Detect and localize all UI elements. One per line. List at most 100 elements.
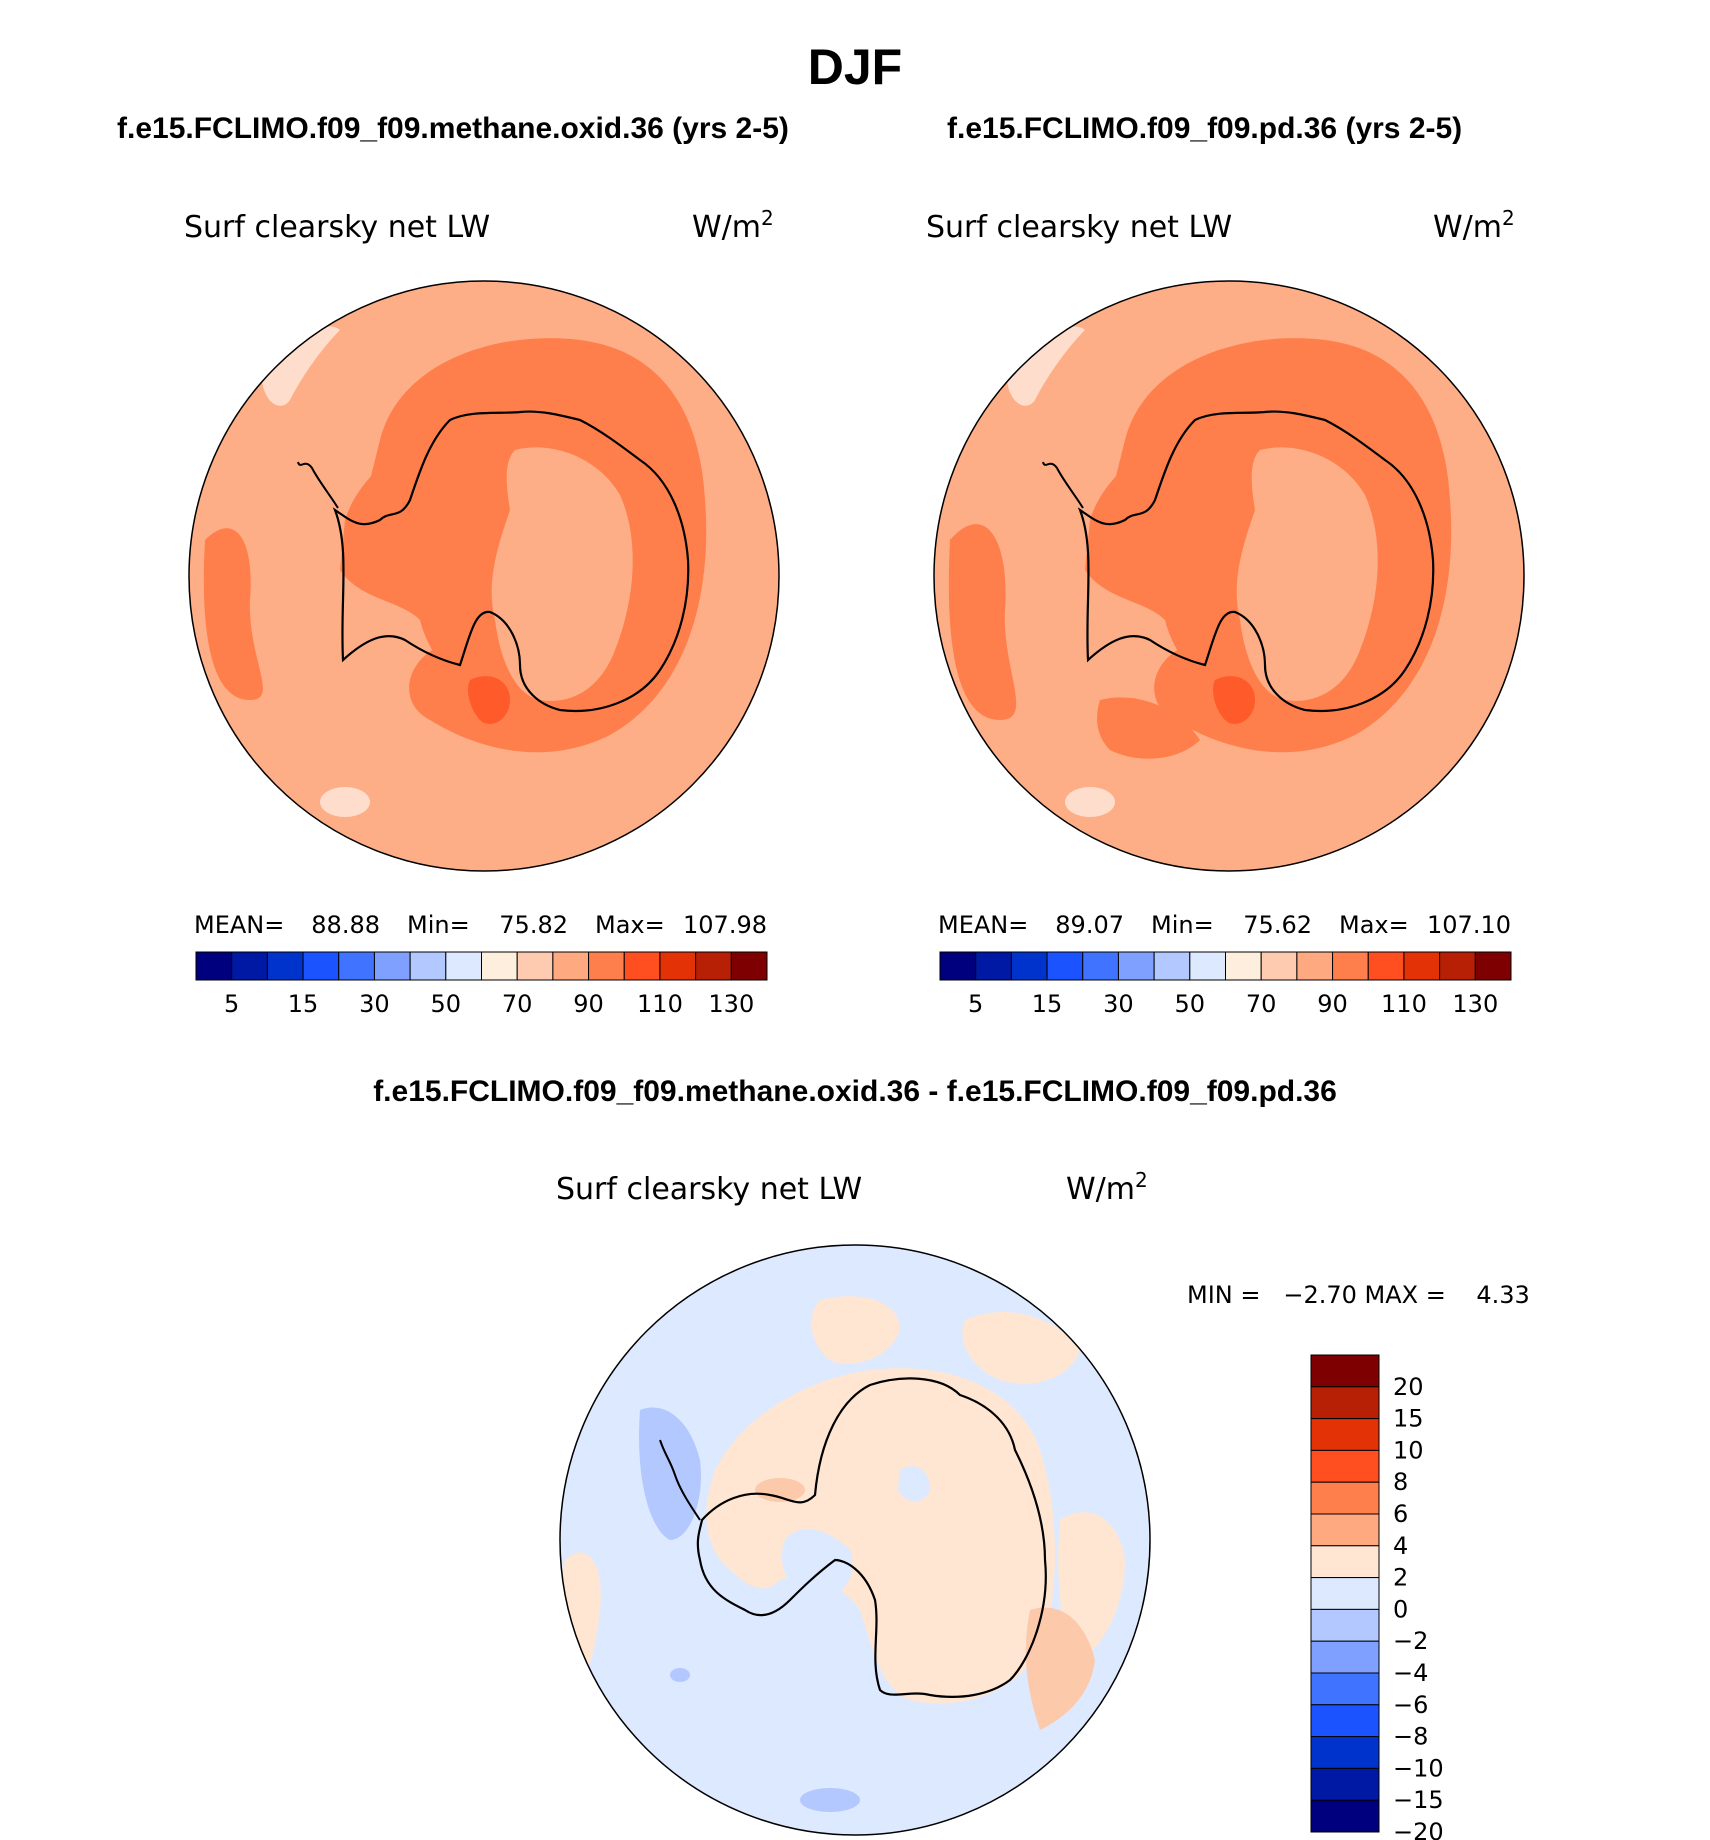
colorbar-swatch <box>695 951 732 981</box>
colorbar-tick-label: 130 <box>708 990 754 1018</box>
colorbar-swatch <box>1310 1418 1380 1451</box>
colorbar-swatch <box>1310 1481 1380 1515</box>
panel-1-colorbar-labels: 5 15 30 50 70 90 110 130 <box>224 990 754 1018</box>
colorbar-swatch <box>1367 951 1405 981</box>
colorbar-swatch <box>1310 1449 1380 1483</box>
panel-2-min-label: Min= <box>1151 911 1214 939</box>
colorbar-swatch <box>516 951 554 981</box>
panel-1-max-label: Max= <box>595 911 665 939</box>
colorbar-swatch <box>1117 951 1155 981</box>
figure-title: DJF <box>807 39 903 95</box>
colorbar-swatch <box>338 951 375 981</box>
colorbar-swatch <box>481 951 518 981</box>
colorbar-swatch <box>231 951 268 981</box>
colorbar-tick-label: 110 <box>637 990 683 1018</box>
panel-1-variable-label: Surf clearsky net LW <box>184 210 490 245</box>
colorbar-swatch <box>1082 951 1119 981</box>
colorbar-tick-label: 15 <box>288 990 319 1018</box>
panel-1-min-label: Min= <box>407 911 470 939</box>
colorbar-tick-label: −6 <box>1393 1691 1428 1719</box>
panel-1-units-label: W/m2 <box>692 206 774 245</box>
colorbar-swatch <box>445 951 482 981</box>
colorbar-tick-label: 2 <box>1393 1564 1408 1592</box>
colorbar-swatch <box>1310 1672 1380 1706</box>
panel-2-max-value: 107.10 <box>1427 911 1511 939</box>
colorbar-tick-label: 15 <box>1393 1405 1424 1433</box>
colorbar-tick-label: 130 <box>1452 990 1498 1018</box>
colorbar-tick-label: 8 <box>1393 1468 1408 1496</box>
panel-1-mean-label: MEAN= <box>194 911 284 939</box>
panel-1-case-title: f.e15.FCLIMO.f09_f09.methane.oxid.36 (yr… <box>117 112 789 145</box>
diff-variable-label: Surf clearsky net LW <box>556 1172 862 1207</box>
colorbar-swatch <box>195 951 233 981</box>
colorbar-swatch <box>1260 951 1298 981</box>
colorbar-swatch <box>939 951 977 981</box>
colorbar-tick-label: 90 <box>573 990 604 1018</box>
colorbar-swatch <box>588 951 625 981</box>
colorbar-swatch <box>1153 951 1191 981</box>
diff-map <box>560 1245 1150 1835</box>
colorbar-swatch <box>409 951 447 981</box>
colorbar-swatch <box>1310 1386 1380 1420</box>
colorbar-tick-label: −8 <box>1393 1723 1428 1751</box>
colorbar-tick-label: 5 <box>224 990 239 1018</box>
panel-1-min-value: 75.82 <box>499 911 568 939</box>
colorbar-swatch <box>1310 1767 1380 1801</box>
diff-colorbar <box>1310 1354 1380 1833</box>
colorbar-tick-label: 30 <box>359 990 390 1018</box>
colorbar-tick-label: 4 <box>1393 1532 1408 1560</box>
panel-2-mean-value: 89.07 <box>1055 911 1124 939</box>
colorbar-tick-label: 70 <box>502 990 533 1018</box>
colorbar-swatch <box>552 951 590 981</box>
diff-title: f.e15.FCLIMO.f09_f09.methane.oxid.36 - f… <box>373 1075 1337 1108</box>
colorbar-tick-label: −2 <box>1393 1627 1428 1655</box>
diff-units-label: W/m2 <box>1066 1168 1148 1207</box>
colorbar-tick-label: 6 <box>1393 1500 1408 1528</box>
colorbar-swatch <box>1296 951 1334 981</box>
panel-1-mean-value: 88.88 <box>311 911 380 939</box>
colorbar-tick-label: 30 <box>1103 990 1134 1018</box>
colorbar-swatch <box>1310 1354 1380 1388</box>
colorbar-swatch <box>1310 1736 1380 1769</box>
colorbar-tick-label: 0 <box>1393 1595 1408 1623</box>
colorbar-swatch <box>730 951 768 981</box>
colorbar-swatch <box>1010 951 1048 981</box>
colorbar-swatch <box>1474 951 1512 981</box>
colorbar-tick-label: 50 <box>1175 990 1206 1018</box>
colorbar-swatch <box>1310 1577 1380 1610</box>
panel-2-min-value: 75.62 <box>1243 911 1312 939</box>
colorbar-swatch <box>373 951 411 981</box>
panel-2-units-label: W/m2 <box>1433 206 1515 245</box>
colorbar-swatch <box>302 951 340 981</box>
colorbar-swatch <box>1310 1799 1380 1833</box>
panel-2-max-label: Max= <box>1339 911 1409 939</box>
colorbar-swatch <box>975 951 1012 981</box>
diff-minmax-label: MIN = −2.70 MAX = 4.33 <box>1187 1281 1530 1309</box>
colorbar-swatch <box>1189 951 1226 981</box>
colorbar-swatch <box>1310 1608 1380 1642</box>
panel-2-variable-label: Surf clearsky net LW <box>926 210 1232 245</box>
colorbar-tick-label: 20 <box>1393 1373 1424 1401</box>
panel-2-case-title: f.e15.FCLIMO.f09_f09.pd.36 (yrs 2-5) <box>947 112 1463 145</box>
panel-2-colorbar-labels: 5 15 30 50 70 90 110 130 <box>968 990 1498 1018</box>
colorbar-swatch <box>1310 1513 1380 1547</box>
colorbar-swatch <box>1046 951 1084 981</box>
colorbar-swatch <box>623 951 661 981</box>
colorbar-tick-label: 90 <box>1317 990 1348 1018</box>
colorbar-tick-label: −20 <box>1393 1818 1444 1840</box>
colorbar-tick-label: −10 <box>1393 1754 1444 1782</box>
panel-2-map <box>934 281 1524 871</box>
colorbar-tick-label: 10 <box>1393 1436 1424 1464</box>
colorbar-swatch <box>1310 1640 1380 1674</box>
colorbar-swatch <box>1225 951 1262 981</box>
colorbar-swatch <box>1403 951 1441 981</box>
colorbar-swatch <box>1310 1545 1380 1579</box>
colorbar-tick-label: 50 <box>431 990 462 1018</box>
colorbar-swatch <box>266 951 304 981</box>
colorbar-swatch <box>659 951 697 981</box>
colorbar-swatch <box>1310 1704 1380 1738</box>
colorbar-tick-label: 70 <box>1246 990 1277 1018</box>
colorbar-tick-label: 5 <box>968 990 983 1018</box>
